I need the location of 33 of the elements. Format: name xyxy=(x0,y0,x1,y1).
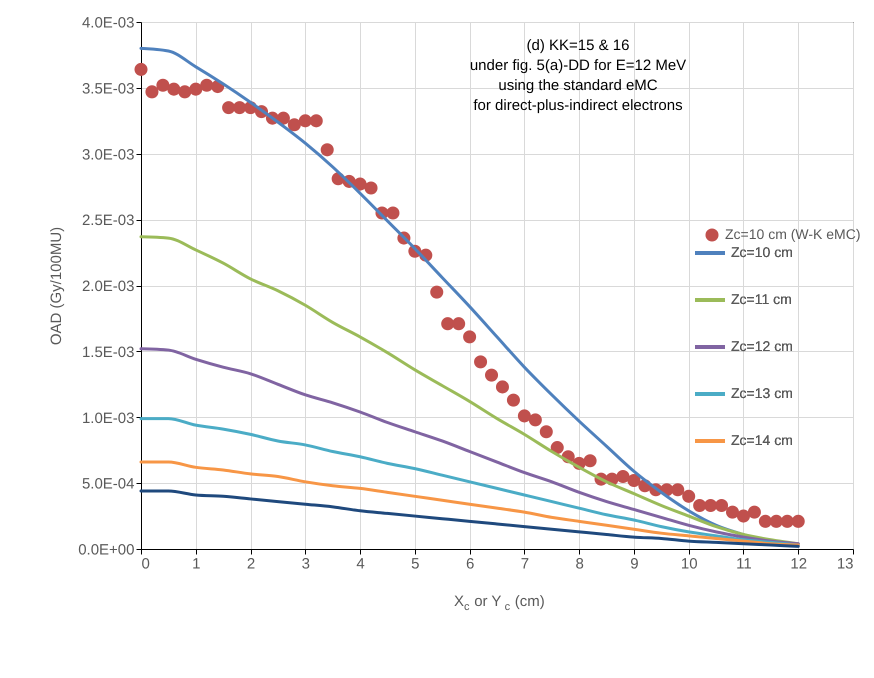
x-tick-label: 12 xyxy=(790,556,808,572)
y-tick-label: 2.0E-03 xyxy=(82,278,134,295)
y-tick-label: 1.0E-03 xyxy=(82,410,134,427)
x-tick-label: 2 xyxy=(246,556,256,572)
y-tick-label: 4.0E-03 xyxy=(82,14,134,32)
x-tick-label: 7 xyxy=(520,556,530,572)
y-axis-title: OAD (Gy/100MU) xyxy=(48,226,66,346)
x-tick-label: 0 xyxy=(142,556,150,572)
legend-label: Zc=12 cm xyxy=(731,338,793,354)
y-tick-label: 0.0E+00 xyxy=(78,542,134,558)
y-tick-label: 5.0E-04 xyxy=(82,476,134,493)
x-tick-label: 5 xyxy=(411,556,420,572)
x-tick-label: 4 xyxy=(356,556,365,572)
x-tick-label: 10 xyxy=(680,556,698,572)
y-tick-label: 3.0E-03 xyxy=(82,146,134,164)
x-tick-label: 13 xyxy=(836,556,854,572)
text: (d) KK=15 & 16 under fig. 5(a)-DD for E=12 MeV using the standard eMC for direct-plus-indirect electrons xyxy=(470,37,686,114)
line-series xyxy=(140,490,800,548)
legend-label: Zc=10 cm xyxy=(731,244,793,260)
x-tick-label: 8 xyxy=(575,556,584,572)
line-series xyxy=(140,460,800,547)
y-tick-label: 1.5E-03 xyxy=(82,344,134,361)
legend-label: Zc=14 cm xyxy=(731,432,793,448)
y-tick-label: 2.5E-03 xyxy=(82,212,134,230)
y-tick-label: 3.5E-03 xyxy=(82,80,134,98)
x-tick-label: 3 xyxy=(302,556,310,572)
legend-label: Zc=11 cm xyxy=(731,291,792,307)
x-tick-label: 11 xyxy=(736,556,752,572)
legend-label: Zc=13 cm xyxy=(731,385,793,401)
x-tick-label: 9 xyxy=(630,556,639,572)
x-tick-label: 6 xyxy=(466,556,474,572)
legend-label: Zc=10 cm (W-K eMC) xyxy=(725,226,860,242)
x-tick-label: 1 xyxy=(192,556,200,572)
